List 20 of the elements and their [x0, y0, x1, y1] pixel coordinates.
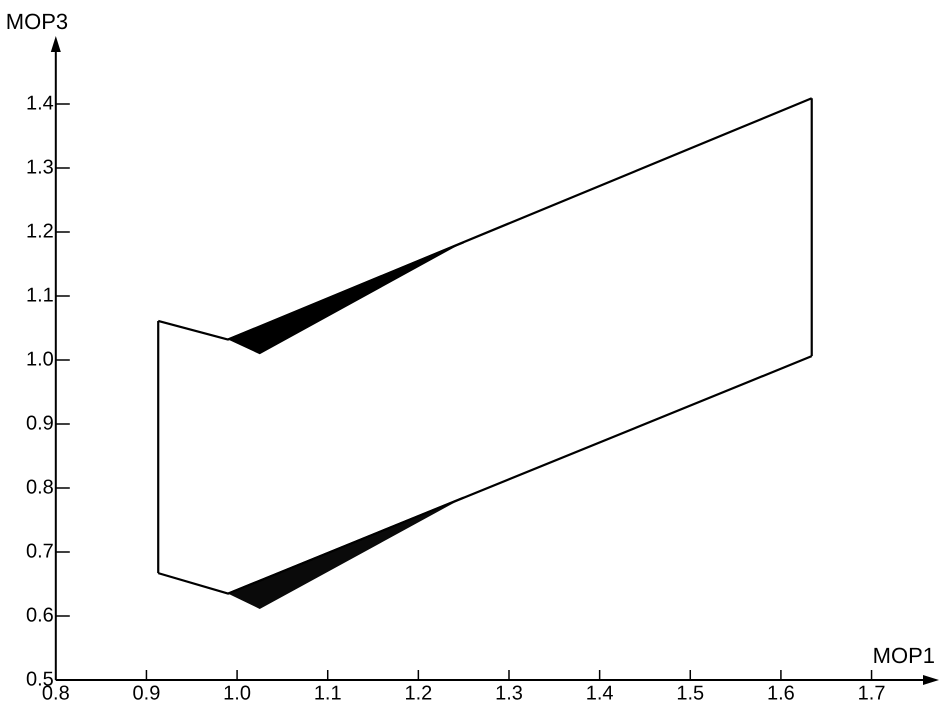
y-tick-label: 1.4 — [26, 92, 54, 115]
y-tick-label: 0.7 — [26, 540, 54, 563]
x-tick-label: 0.9 — [132, 682, 160, 705]
x-tick-label: 1.2 — [404, 682, 432, 705]
x-tick-label: 1.1 — [314, 682, 342, 705]
y-tick-label: 1.1 — [26, 284, 54, 307]
x-tick-label: 1.3 — [495, 682, 523, 705]
x-tick-label: 1.6 — [767, 682, 795, 705]
x-tick-label: 1.7 — [858, 682, 886, 705]
y-tick-label: 1.0 — [26, 348, 54, 371]
x-tick-label: 1.5 — [676, 682, 704, 705]
x-axis-title: MOP1 — [872, 643, 935, 668]
y-tick-label: 1.3 — [26, 156, 54, 179]
y-tick-label: 1.2 — [26, 220, 54, 243]
y-tick-label: 0.9 — [26, 412, 54, 435]
y-tick-label: 0.8 — [26, 476, 54, 499]
x-tick-label: 1.0 — [223, 682, 251, 705]
y-tick-label: 0.6 — [26, 604, 54, 627]
x-tick-label: 1.4 — [586, 682, 614, 705]
y-axis-title: MOP3 — [6, 9, 68, 34]
